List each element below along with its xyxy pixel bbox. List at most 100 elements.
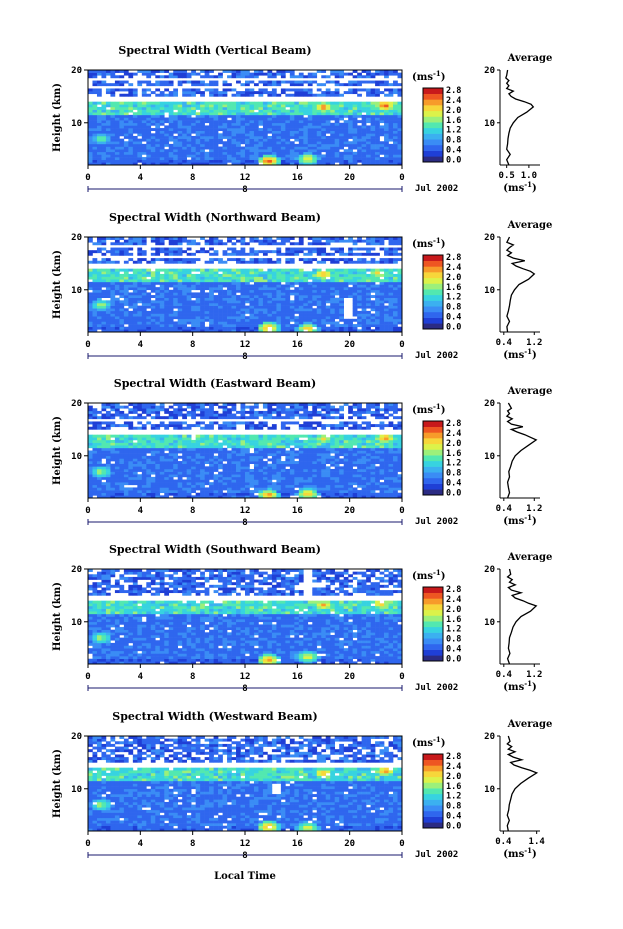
heatmap-cell	[343, 279, 349, 283]
heatmap-cell	[132, 463, 138, 467]
heatmap-cell	[141, 138, 147, 142]
heatmap-cell	[280, 300, 286, 304]
heatmap-cell	[307, 109, 313, 113]
heatmap-cell	[119, 93, 125, 97]
heatmap-cell	[334, 250, 340, 254]
heatmap-cell	[191, 122, 196, 126]
heatmap-cell	[101, 143, 107, 147]
heatmap-cell	[88, 453, 93, 457]
heatmap-cell	[110, 463, 116, 467]
heatmap-cell	[334, 146, 340, 150]
heatmap-cell	[222, 133, 228, 137]
heatmap-cell	[159, 75, 165, 79]
heatmap-cell	[213, 492, 219, 496]
heatmap-cell	[105, 403, 111, 406]
heatmap-cell	[384, 93, 389, 97]
heatmap-cell	[159, 471, 165, 475]
heatmap-cell	[88, 157, 93, 161]
heatmap-cell	[114, 281, 120, 285]
heatmap-cell	[141, 114, 147, 118]
heatmap-cell	[119, 112, 125, 116]
heatmap-cell	[339, 114, 344, 118]
heatmap-cell	[101, 112, 107, 116]
heatmap-cell	[334, 297, 340, 301]
heatmap-cell	[361, 295, 367, 298]
heatmap-cell	[361, 120, 367, 124]
heatmap-cell	[222, 292, 228, 296]
heatmap-cell	[195, 453, 201, 457]
heatmap-cell	[209, 239, 214, 243]
heatmap-cell	[249, 143, 255, 147]
heatmap-cell	[379, 91, 385, 95]
heatmap-cell	[384, 149, 389, 153]
heatmap-cell	[204, 492, 210, 496]
heatmap-cell	[137, 445, 143, 449]
heatmap-cell	[334, 321, 340, 325]
heatmap-cell	[218, 295, 223, 298]
heatmap-cell	[227, 279, 232, 283]
heatmap-cell	[289, 83, 295, 87]
heatmap-cell	[258, 120, 264, 124]
heatmap-cell	[155, 80, 161, 84]
heatmap-cell	[240, 117, 246, 121]
heatmap-cell	[245, 135, 250, 139]
heatmap-cell	[285, 70, 291, 73]
heatmap-cell	[393, 297, 398, 301]
heatmap-cell	[92, 302, 98, 306]
heatmap-cell	[141, 252, 147, 256]
heatmap-cell	[101, 281, 107, 285]
heatmap-cell	[334, 135, 340, 139]
heatmap-cell	[123, 308, 129, 312]
heatmap-cell	[213, 413, 219, 417]
heatmap-cell	[218, 122, 223, 126]
heatmap-cell	[375, 80, 380, 84]
heatmap-cell	[343, 135, 349, 139]
heatmap-cell	[92, 450, 98, 454]
heatmap-cell	[141, 447, 147, 451]
heatmap-cell	[204, 445, 210, 449]
heatmap-cell	[164, 252, 170, 256]
heatmap-cell	[245, 268, 250, 272]
heatmap-cell	[222, 130, 228, 134]
heatmap-cell	[173, 445, 179, 449]
heatmap-cell	[204, 88, 210, 92]
colorbar-swatch	[423, 294, 443, 301]
heatmap-cell	[88, 495, 93, 499]
heatmap-cell	[150, 405, 156, 409]
heatmap-cell	[137, 484, 143, 488]
heatmap-cell	[236, 133, 241, 137]
heatmap-cell	[352, 297, 358, 301]
heatmap-cell	[173, 302, 179, 306]
heatmap-cell	[150, 289, 156, 293]
heatmap-cell	[200, 281, 205, 285]
heatmap-cell	[334, 157, 340, 161]
heatmap-cell	[119, 138, 125, 142]
heatmap-cell	[357, 300, 362, 304]
heatmap-cell	[361, 260, 367, 264]
heatmap-cell	[339, 75, 344, 79]
heatmap-cell	[164, 297, 170, 301]
heatmap-cell	[182, 250, 187, 254]
heatmap-cell	[141, 130, 147, 134]
heatmap-cell	[114, 138, 120, 142]
heatmap-cell	[105, 287, 111, 291]
heatmap-cell	[92, 70, 98, 73]
heatmap-cell	[164, 125, 170, 129]
heatmap-cell	[204, 490, 210, 494]
heatmap-cell	[168, 295, 174, 298]
heatmap-cell	[155, 471, 161, 475]
heatmap-cell	[352, 104, 358, 108]
colorbar-swatch	[423, 144, 443, 151]
heatmap-cell	[200, 157, 205, 161]
heatmap-cell	[101, 445, 107, 449]
heatmap-cell	[96, 114, 102, 118]
heatmap-cell	[191, 72, 196, 76]
heatmap-cell	[114, 276, 120, 280]
heatmap-cell	[316, 284, 322, 288]
heatmap-cell	[240, 318, 246, 322]
heatmap-cell	[137, 159, 143, 163]
heatmap-cell	[330, 106, 336, 110]
heatmap-cell	[123, 479, 129, 483]
heatmap-cell	[92, 416, 98, 420]
heatmap-cell	[370, 305, 376, 309]
